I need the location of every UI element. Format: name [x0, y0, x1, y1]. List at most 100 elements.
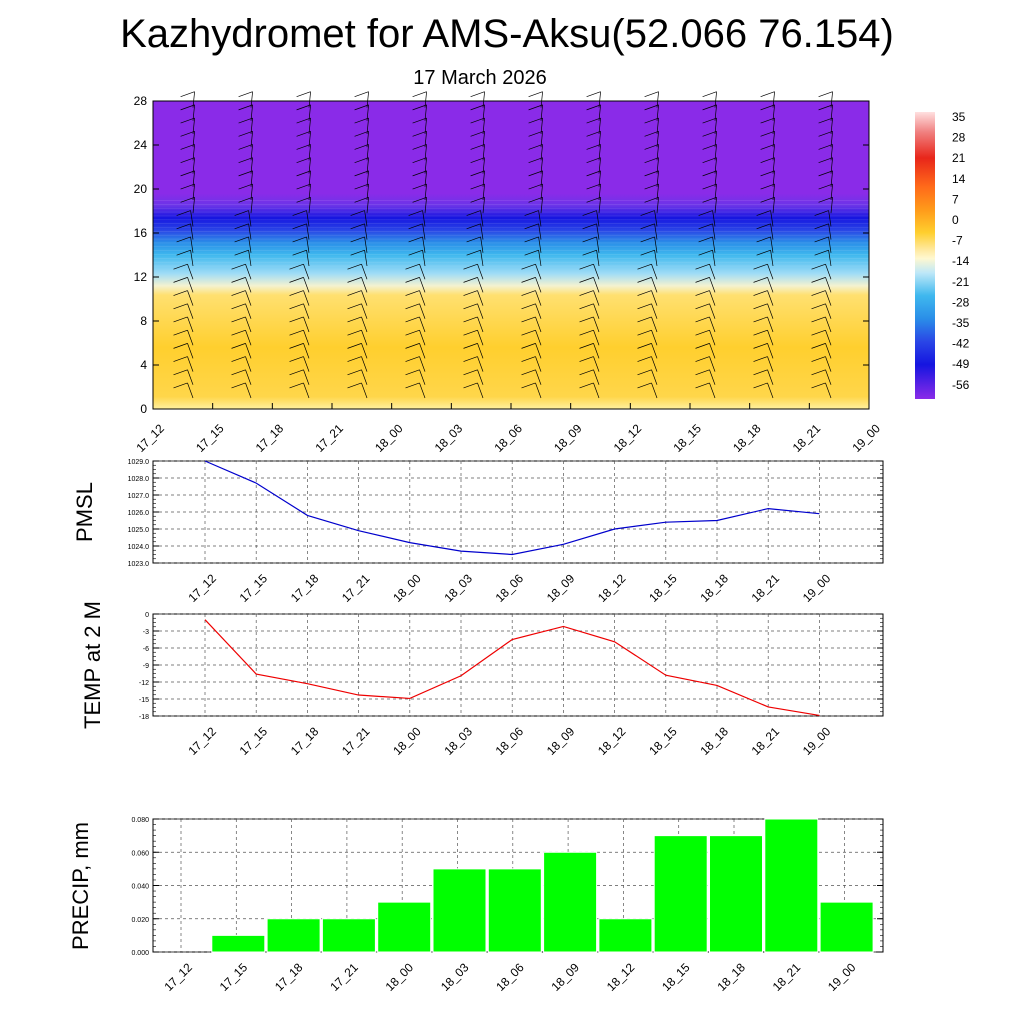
wind-barb-flag [811, 316, 826, 323]
wind-barb [598, 91, 601, 108]
wind-barb [770, 210, 774, 227]
wind-barb-flag [296, 183, 311, 190]
wind-barb [250, 157, 253, 174]
wind-barb-flag [702, 104, 717, 111]
wind-barb-flag [289, 263, 304, 270]
wind-barb [709, 316, 716, 333]
wind-barb-flag [463, 303, 478, 310]
y-tick-label: 0 [140, 402, 147, 416]
wind-barb-flag [350, 223, 365, 230]
wind-barb [540, 118, 543, 135]
wind-barb-flag [173, 329, 188, 336]
wind-barb [712, 250, 716, 267]
y-tick-label: 1023.0 [128, 561, 150, 568]
wind-barb [477, 316, 484, 333]
wind-barb-flag [579, 369, 594, 376]
wind-barb [308, 170, 311, 187]
wind-barb-flag [354, 196, 369, 203]
wind-barb [308, 197, 311, 214]
wind-barb [187, 303, 194, 319]
wind-barb [714, 144, 717, 161]
y-tick-label: 16 [134, 226, 148, 240]
colorbar-label: -56 [952, 378, 970, 392]
wind-barb-flag [173, 382, 188, 389]
x-tick-label: 17_18 [288, 724, 322, 758]
wind-barb [187, 290, 194, 306]
wind-barb-flag [463, 290, 478, 296]
wind-barb [366, 197, 369, 214]
wind-barb [830, 91, 833, 108]
wind-barb [828, 223, 832, 240]
y-tick-label: 1024.0 [128, 544, 150, 551]
wind-barb-flag [470, 130, 485, 137]
wind-barb [654, 210, 658, 227]
wind-barb-flag [698, 236, 713, 243]
wind-barb-flag [753, 329, 768, 336]
x-tick-label: 18_09 [544, 571, 578, 605]
wind-barb [651, 330, 658, 346]
colorbar-label: 35 [952, 110, 966, 124]
wind-barb-flag [238, 117, 253, 124]
wind-barb [477, 330, 484, 346]
wind-barb [250, 184, 253, 201]
wind-barb [187, 382, 194, 399]
wind-barb-flag [586, 130, 601, 137]
wind-barb [709, 356, 716, 372]
wind-barb [245, 264, 252, 280]
wind-barb [424, 118, 427, 135]
x-tick-label: 18_18 [697, 724, 731, 758]
wind-barb-flag [756, 236, 771, 243]
wind-barb-flag [811, 290, 826, 296]
wind-barb-flag [470, 117, 485, 124]
wind-barb-flag [524, 249, 539, 256]
wind-barb [598, 184, 601, 201]
wind-barb-flag [637, 356, 652, 362]
wind-barb-flag [814, 210, 829, 216]
wind-barb [308, 131, 311, 148]
wind-barb-flag [180, 117, 195, 124]
wind-barb-flag [412, 183, 427, 190]
wind-barb-flag [176, 249, 191, 256]
precip-bar [543, 851, 598, 953]
wind-barb-flag [470, 183, 485, 190]
wind-barb [656, 197, 659, 214]
wind-barb-flag [695, 290, 710, 296]
wind-barb [477, 303, 484, 319]
wind-barb [825, 330, 832, 346]
x-tick-label: 18_12 [611, 421, 645, 455]
y-tick-label: 8 [140, 314, 147, 328]
wind-barb-flag [760, 157, 775, 164]
wind-barb [656, 184, 659, 201]
wind-barb-flag [695, 303, 710, 310]
wind-barb [772, 157, 775, 174]
y-tick-label: -15 [139, 697, 149, 704]
wind-barb [767, 369, 774, 385]
wind-barb [250, 197, 253, 214]
wind-barb-flag [354, 144, 369, 150]
wind-barb [477, 264, 484, 280]
wind-barb [422, 236, 426, 253]
wind-barb-flag [180, 196, 195, 203]
x-tick-label: 17_12 [133, 421, 167, 455]
wind-barb-flag [296, 91, 311, 98]
wind-barb-flag [405, 356, 420, 362]
x-tick-label: 18_06 [493, 571, 527, 605]
wind-barb [540, 184, 543, 201]
wind-barb-flag [463, 369, 478, 376]
wind-barb [250, 118, 253, 135]
wind-barb-flag [528, 196, 543, 203]
wind-barb-flag [180, 170, 195, 177]
wind-barb-flag [702, 130, 717, 137]
wind-barb [656, 104, 659, 121]
wind-barb [651, 290, 658, 306]
wind-barb-flag [231, 382, 246, 389]
wind-barb [190, 250, 194, 267]
wind-barb-flag [811, 303, 826, 310]
wind-barb [767, 316, 774, 333]
wind-barb-flag [695, 263, 710, 270]
wind-barb-flag [586, 91, 601, 98]
wind-barb-flag [640, 210, 655, 216]
wind-barb-flag [637, 369, 652, 376]
wind-barb-flag [702, 117, 717, 124]
x-tick-label: 18_00 [372, 421, 406, 455]
